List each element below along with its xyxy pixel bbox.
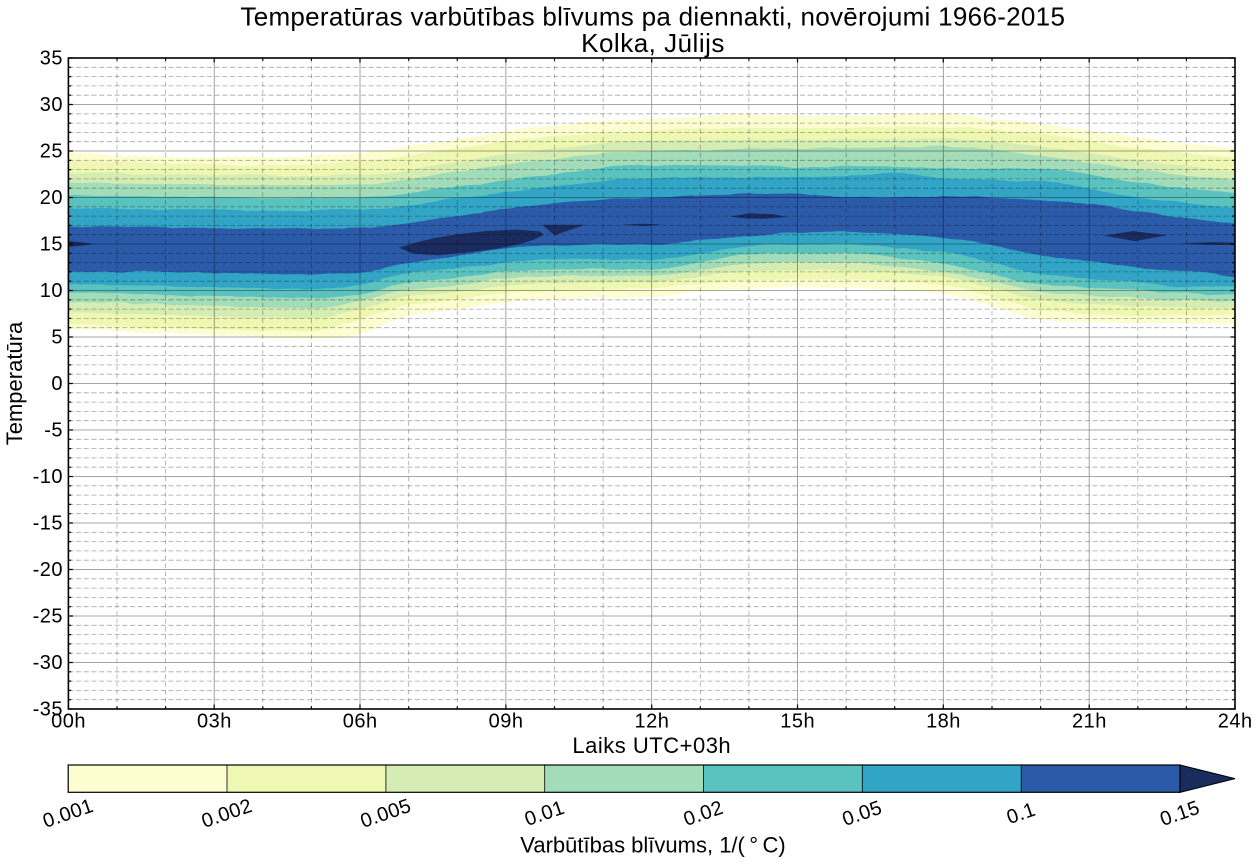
svg-text:-35: -35 <box>33 698 63 720</box>
svg-text:06h: 06h <box>343 711 378 733</box>
svg-text:15h: 15h <box>780 711 815 733</box>
svg-text:0: 0 <box>51 373 63 395</box>
svg-text:12h: 12h <box>634 711 669 733</box>
svg-text:Varbūtības blīvums, 1/( ° C): Varbūtības blīvums, 1/( ° C) <box>520 832 785 857</box>
svg-text:21h: 21h <box>1072 711 1107 733</box>
svg-text:15: 15 <box>40 233 63 255</box>
svg-text:-20: -20 <box>33 559 63 581</box>
svg-text:-30: -30 <box>33 652 63 674</box>
svg-text:10: 10 <box>40 280 63 302</box>
svg-text:-10: -10 <box>33 466 63 488</box>
svg-text:09h: 09h <box>489 711 524 733</box>
svg-text:Temperatūras varbūtības blīvum: Temperatūras varbūtības blīvums pa dienn… <box>240 2 1065 32</box>
svg-text:5: 5 <box>51 326 63 348</box>
svg-text:Laiks UTC+03h: Laiks UTC+03h <box>572 733 731 758</box>
svg-text:-25: -25 <box>33 605 63 627</box>
svg-text:25: 25 <box>40 140 63 162</box>
svg-text:-15: -15 <box>33 512 63 534</box>
svg-text:30: 30 <box>40 94 63 116</box>
svg-text:18h: 18h <box>926 711 961 733</box>
svg-text:03h: 03h <box>197 711 232 733</box>
svg-text:00h: 00h <box>51 711 86 733</box>
svg-text:20: 20 <box>40 187 63 209</box>
svg-text:35: 35 <box>40 47 63 69</box>
svg-text:-5: -5 <box>44 419 63 441</box>
svg-text:Kolka, Jūlijs: Kolka, Jūlijs <box>581 28 725 58</box>
svg-text:24h: 24h <box>1218 711 1253 733</box>
svg-text:Temperatūra: Temperatūra <box>2 321 27 445</box>
